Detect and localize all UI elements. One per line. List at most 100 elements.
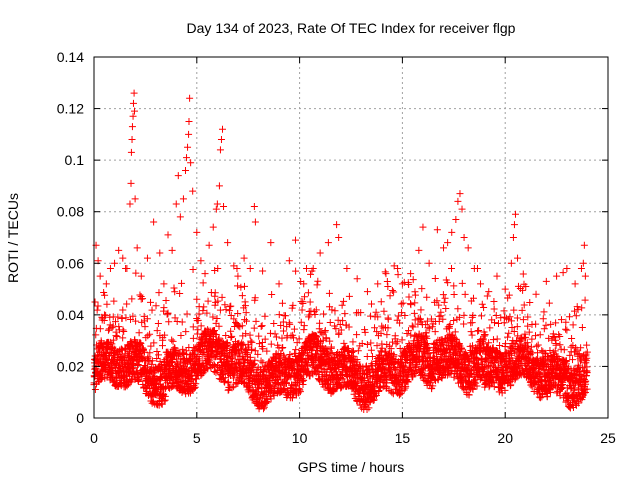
- data-point: [197, 257, 205, 265]
- data-point: [153, 348, 161, 356]
- data-point: [578, 304, 586, 312]
- data-point: [239, 341, 247, 349]
- data-point: [155, 351, 162, 359]
- data-point: [215, 182, 223, 190]
- data-point: [193, 295, 201, 303]
- data-point: [272, 333, 280, 341]
- data-point: [257, 357, 265, 365]
- data-point: [237, 283, 245, 291]
- data-point: [372, 308, 380, 316]
- data-point: [212, 319, 220, 327]
- data-point: [419, 223, 427, 231]
- data-point: [171, 314, 179, 322]
- data-point: [580, 241, 588, 249]
- data-point: [144, 332, 152, 340]
- data-point: [129, 112, 137, 120]
- data-point: [326, 319, 334, 327]
- data-point: [280, 385, 288, 393]
- data-point: [267, 395, 275, 403]
- data-point: [450, 316, 458, 324]
- data-point: [115, 246, 123, 254]
- data-point: [261, 335, 269, 343]
- data-point: [565, 313, 573, 321]
- data-point: [507, 259, 515, 267]
- data-point: [363, 341, 371, 349]
- data-point: [114, 313, 122, 321]
- data-point: [553, 272, 561, 280]
- data-point: [108, 340, 116, 348]
- data-point: [345, 292, 353, 300]
- data-point: [143, 254, 151, 262]
- data-point: [242, 317, 250, 325]
- data-point: [220, 203, 228, 211]
- data-point: [96, 272, 104, 280]
- y-axis-label: ROTI / TECUs: [5, 193, 21, 283]
- data-point: [407, 270, 415, 278]
- data-point: [103, 355, 111, 363]
- data-point: [378, 322, 386, 330]
- data-point: [259, 267, 267, 275]
- data-point: [204, 297, 212, 305]
- data-point: [381, 268, 389, 276]
- data-point: [143, 315, 151, 323]
- data-point: [394, 312, 402, 320]
- data-point: [245, 373, 253, 381]
- y-tick-label: 0: [76, 410, 84, 426]
- data-point: [169, 356, 177, 364]
- data-point: [441, 294, 449, 302]
- data-point: [363, 288, 371, 296]
- data-point: [316, 249, 324, 257]
- data-point: [221, 374, 229, 382]
- data-point: [325, 289, 333, 297]
- data-point: [120, 328, 128, 336]
- data-point: [399, 299, 407, 307]
- data-point: [532, 290, 540, 298]
- data-point: [211, 289, 219, 297]
- data-point: [133, 244, 141, 252]
- y-tick-label: 0.14: [57, 49, 84, 65]
- data-point: [439, 291, 447, 299]
- data-point: [251, 294, 259, 302]
- data-point: [148, 357, 156, 365]
- data-point: [468, 331, 476, 339]
- data-point: [216, 146, 224, 154]
- data-point: [320, 310, 328, 318]
- data-point: [452, 215, 460, 223]
- data-point: [119, 306, 127, 314]
- data-point: [189, 187, 197, 195]
- data-point: [418, 285, 426, 293]
- data-point: [182, 328, 190, 336]
- data-point: [187, 159, 195, 167]
- data-point: [560, 346, 568, 354]
- data-point: [160, 304, 168, 312]
- data-point: [279, 344, 287, 352]
- data-point: [172, 200, 180, 208]
- data-point: [181, 166, 189, 174]
- data-point: [134, 360, 142, 368]
- data-point: [127, 179, 135, 187]
- data-point: [374, 280, 382, 288]
- data-point: [354, 347, 362, 355]
- data-point: [563, 326, 571, 334]
- data-point: [280, 327, 288, 335]
- data-point: [278, 299, 286, 307]
- data-point: [250, 324, 258, 332]
- data-point: [501, 285, 509, 293]
- data-point: [353, 331, 361, 339]
- data-point: [150, 218, 158, 226]
- y-tick-label: 0.02: [57, 358, 84, 374]
- data-point: [579, 259, 587, 267]
- x-tick-label: 0: [90, 430, 98, 446]
- data-point: [483, 292, 491, 300]
- data-point: [137, 272, 145, 280]
- data-point: [168, 336, 176, 344]
- data-point: [137, 340, 145, 348]
- data-point: [514, 254, 522, 262]
- data-point: [333, 221, 341, 229]
- data-point: [111, 259, 119, 267]
- data-point: [259, 345, 267, 353]
- data-point: [156, 249, 164, 257]
- data-point: [268, 291, 276, 299]
- data-point: [519, 270, 527, 278]
- data-point: [475, 326, 483, 334]
